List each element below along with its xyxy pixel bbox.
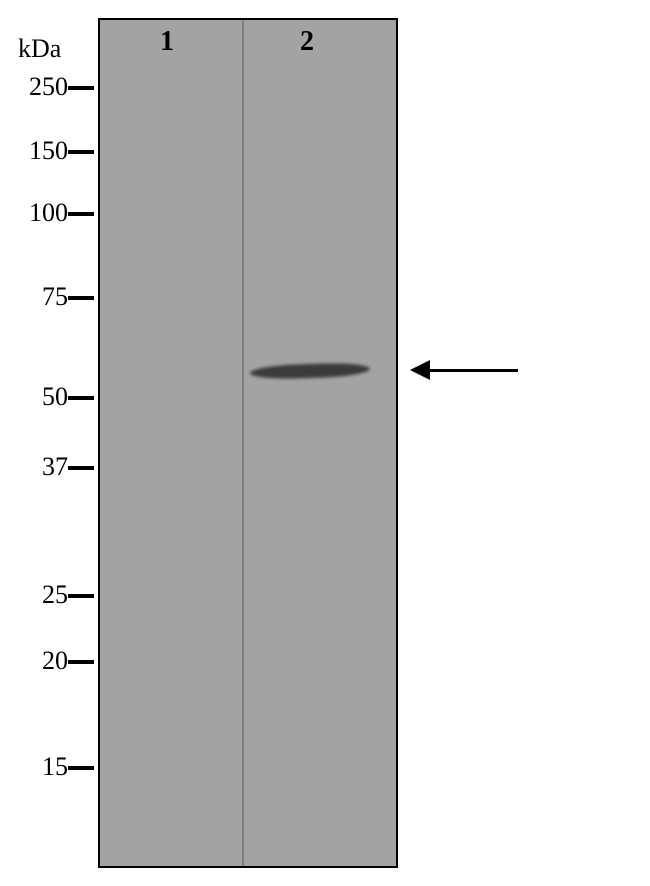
western-blot-figure: kDa 250150100755037252015 12 <box>0 0 650 886</box>
arrow-shaft <box>430 369 518 372</box>
band-indicator-arrow <box>0 0 650 886</box>
arrow-head-icon <box>410 360 430 380</box>
